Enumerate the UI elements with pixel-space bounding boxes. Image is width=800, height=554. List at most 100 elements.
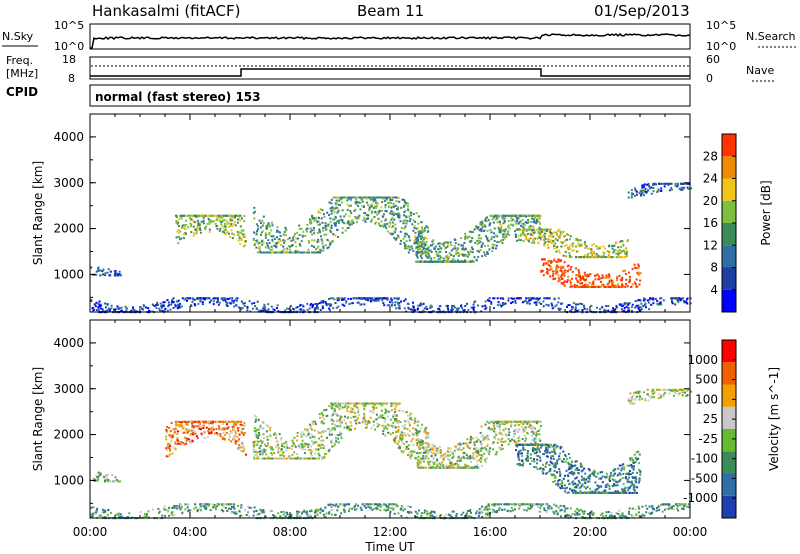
data-cell	[517, 214, 520, 217]
data-cell	[539, 297, 541, 300]
data-cell	[540, 303, 543, 305]
data-cell	[380, 404, 383, 407]
data-cell	[240, 237, 243, 240]
data-cell	[565, 244, 568, 247]
data-cell	[229, 420, 232, 423]
data-cell	[265, 225, 268, 228]
data-cell	[408, 246, 411, 249]
data-cell	[412, 249, 415, 252]
data-cell	[360, 198, 363, 201]
data-cell	[581, 285, 584, 288]
data-cell	[261, 440, 264, 443]
data-cell	[614, 284, 617, 287]
data-cell	[633, 266, 636, 269]
data-cell	[594, 255, 597, 258]
data-cell	[167, 305, 170, 308]
data-cell	[499, 223, 502, 226]
data-cell	[398, 216, 401, 219]
data-cell	[104, 274, 107, 277]
data-cell	[228, 433, 231, 436]
data-cell	[259, 444, 262, 447]
data-cell	[314, 217, 317, 220]
data-cell	[579, 277, 582, 280]
data-cell	[119, 480, 121, 483]
data-cell	[559, 269, 562, 272]
data-cell	[336, 405, 339, 408]
data-cell	[224, 434, 226, 437]
data-cell	[493, 307, 495, 310]
data-cell	[301, 457, 304, 460]
data-cell	[180, 441, 183, 443]
data-cell	[406, 247, 409, 250]
data-cell	[288, 447, 291, 449]
data-cell	[341, 219, 344, 222]
data-cell	[642, 305, 645, 308]
data-cell	[411, 223, 414, 226]
data-cell	[404, 222, 407, 225]
data-cell	[588, 281, 591, 284]
data-cell	[161, 309, 164, 312]
data-cell	[424, 451, 427, 454]
data-cell	[562, 271, 565, 274]
data-cell	[456, 251, 459, 254]
data-cell	[329, 243, 331, 246]
data-cell	[313, 245, 315, 248]
data-cell	[309, 230, 312, 233]
data-cell	[422, 447, 425, 450]
data-cell	[438, 245, 441, 248]
data-cell	[535, 302, 538, 305]
data-cell	[118, 270, 121, 273]
data-cell	[373, 297, 376, 300]
data-cell	[226, 423, 228, 426]
data-cell	[390, 405, 393, 408]
data-cell	[201, 214, 203, 217]
data-cell	[406, 302, 409, 305]
data-cell	[337, 209, 340, 212]
data-cell	[584, 256, 587, 259]
data-cell	[259, 450, 262, 453]
data-cell	[349, 222, 351, 225]
data-cell	[236, 421, 239, 424]
data-cell	[341, 201, 344, 204]
data-cell	[545, 297, 548, 300]
data-cell	[535, 214, 538, 217]
data-cell	[315, 216, 318, 219]
data-cell	[315, 441, 318, 444]
data-cell	[652, 298, 655, 301]
data-cell	[237, 231, 240, 234]
data-cell	[231, 237, 234, 240]
data-cell	[421, 236, 424, 239]
data-cell	[525, 234, 528, 237]
data-cell	[615, 306, 618, 309]
data-cell	[368, 206, 371, 209]
data-cell	[330, 210, 333, 212]
data-cell	[204, 227, 207, 230]
data-cell	[328, 307, 331, 310]
data-cell	[439, 256, 442, 259]
data-cell	[413, 450, 416, 453]
data-cell	[296, 237, 299, 240]
data-cell	[397, 197, 400, 199]
data-cell	[226, 422, 229, 425]
colorbar-segment	[722, 200, 736, 223]
data-cell	[191, 440, 194, 443]
data-cell	[185, 428, 188, 431]
data-cell	[427, 457, 430, 460]
data-cell	[384, 408, 387, 411]
data-cell	[358, 421, 361, 424]
data-cell	[162, 301, 165, 304]
data-cell	[330, 429, 333, 431]
data-cell	[333, 408, 336, 411]
data-cell	[526, 233, 529, 235]
data-cell	[394, 441, 397, 444]
data-cell	[527, 240, 530, 243]
data-cell	[420, 427, 423, 430]
data-cell	[193, 232, 195, 235]
data-cell	[199, 425, 202, 428]
data-cell	[507, 297, 510, 300]
data-cell	[567, 304, 570, 307]
data-cell	[331, 402, 334, 405]
data-cell	[607, 256, 610, 259]
data-cell	[324, 222, 327, 225]
